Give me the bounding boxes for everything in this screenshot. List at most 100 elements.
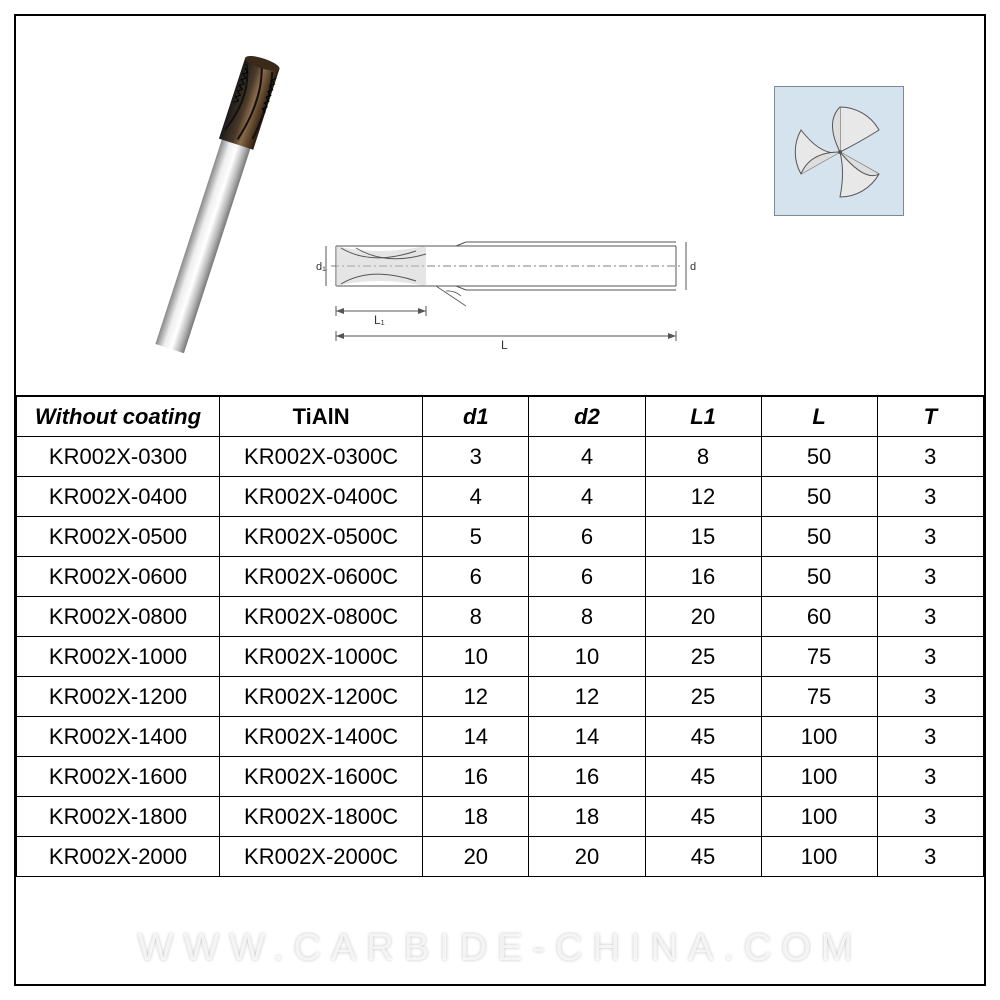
table-cell: KR002X-1000 [17, 637, 220, 677]
table-cell: 4 [529, 437, 645, 477]
table-cell: 4 [529, 477, 645, 517]
table-cell: 20 [529, 837, 645, 877]
table-cell: 50 [761, 557, 877, 597]
table-row: KR002X-1200KR002X-1200C121225753 [17, 677, 984, 717]
col-header: Without coating [17, 397, 220, 437]
table-cell: KR002X-1200 [17, 677, 220, 717]
table-cell: 3 [877, 837, 983, 877]
table-cell: KR002X-0300 [17, 437, 220, 477]
table-row: KR002X-0600KR002X-0600C6616503 [17, 557, 984, 597]
table-cell: 75 [761, 677, 877, 717]
dim-d2: d₂ [690, 261, 696, 273]
col-header: d1 [423, 397, 529, 437]
table-cell: 12 [645, 477, 761, 517]
table-cell: 25 [645, 677, 761, 717]
table-cell: 10 [423, 637, 529, 677]
dim-L1: L₁ [374, 313, 385, 327]
dim-d1: d₁ [316, 261, 326, 273]
table-cell: 3 [877, 517, 983, 557]
table-cell: KR002X-0300C [220, 437, 423, 477]
spec-table: Without coating TiAlN d1 d2 L1 L T KR002… [16, 396, 984, 877]
table-row: KR002X-0800KR002X-0800C8820603 [17, 597, 984, 637]
table-cell: KR002X-0600 [17, 557, 220, 597]
table-cell: 10 [529, 637, 645, 677]
table-cell: 15 [645, 517, 761, 557]
table-cell: KR002X-1600 [17, 757, 220, 797]
table-cell: KR002X-0400C [220, 477, 423, 517]
table-cell: 3 [423, 437, 529, 477]
table-cell: KR002X-1200C [220, 677, 423, 717]
table-cell: 16 [645, 557, 761, 597]
table-cell: 3 [877, 797, 983, 837]
table-cell: 6 [529, 517, 645, 557]
table-cell: 18 [529, 797, 645, 837]
table-row: KR002X-1800KR002X-1800C1818451003 [17, 797, 984, 837]
table-cell: 45 [645, 757, 761, 797]
table-cell: KR002X-2000C [220, 837, 423, 877]
table-cell: 45 [645, 797, 761, 837]
table-cell: 12 [529, 677, 645, 717]
table-cell: 75 [761, 637, 877, 677]
table-cell: 100 [761, 717, 877, 757]
table-cell: 3 [877, 757, 983, 797]
table-cell: KR002X-0600C [220, 557, 423, 597]
table-cell: 14 [529, 717, 645, 757]
diagram-panel: d₁ d₂ L₁ L [16, 16, 984, 396]
table-cell: KR002X-0500 [17, 517, 220, 557]
table-cell: 100 [761, 837, 877, 877]
col-header: d2 [529, 397, 645, 437]
table-cell: 3 [877, 477, 983, 517]
table-cell: 50 [761, 477, 877, 517]
table-cell: 3 [877, 437, 983, 477]
table-cell: 100 [761, 757, 877, 797]
table-cell: 3 [877, 557, 983, 597]
table-cell: 3 [877, 597, 983, 637]
col-header: T [877, 397, 983, 437]
table-cell: KR002X-1400C [220, 717, 423, 757]
table-cell: 20 [423, 837, 529, 877]
table-cell: KR002X-2000 [17, 837, 220, 877]
table-cell: 60 [761, 597, 877, 637]
col-header: L [761, 397, 877, 437]
table-cell: 50 [761, 517, 877, 557]
table-row: KR002X-2000KR002X-2000C2020451003 [17, 837, 984, 877]
table-cell: 8 [645, 437, 761, 477]
table-header-row: Without coating TiAlN d1 d2 L1 L T [17, 397, 984, 437]
table-row: KR002X-1400KR002X-1400C1414451003 [17, 717, 984, 757]
table-cell: 50 [761, 437, 877, 477]
table-cell: 12 [423, 677, 529, 717]
table-cell: 5 [423, 517, 529, 557]
table-cell: 16 [423, 757, 529, 797]
table-cell: 45 [645, 837, 761, 877]
table-cell: 16 [529, 757, 645, 797]
col-header: TiAlN [220, 397, 423, 437]
table-cell: 8 [529, 597, 645, 637]
table-cell: 14 [423, 717, 529, 757]
table-row: KR002X-1000KR002X-1000C101025753 [17, 637, 984, 677]
table-cell: KR002X-1800 [17, 797, 220, 837]
cross-section-box [774, 86, 904, 216]
technical-drawing: d₁ d₂ L₁ L [316, 196, 696, 356]
table-cell: 6 [423, 557, 529, 597]
table-row: KR002X-0500KR002X-0500C5615503 [17, 517, 984, 557]
table-cell: KR002X-0500C [220, 517, 423, 557]
table-cell: 3 [877, 637, 983, 677]
table-cell: 45 [645, 717, 761, 757]
endmill-photo [116, 36, 316, 376]
table-cell: 4 [423, 477, 529, 517]
table-cell: 18 [423, 797, 529, 837]
dim-L: L [501, 338, 508, 352]
table-cell: 100 [761, 797, 877, 837]
table-cell: 6 [529, 557, 645, 597]
table-row: KR002X-1600KR002X-1600C1616451003 [17, 757, 984, 797]
col-header: L1 [645, 397, 761, 437]
table-cell: 20 [645, 597, 761, 637]
table-row: KR002X-0300KR002X-0300C348503 [17, 437, 984, 477]
table-cell: 3 [877, 717, 983, 757]
document-frame: d₁ d₂ L₁ L [14, 14, 986, 986]
table-cell: KR002X-0800 [17, 597, 220, 637]
table-cell: 3 [877, 677, 983, 717]
table-cell: KR002X-1800C [220, 797, 423, 837]
table-cell: 25 [645, 637, 761, 677]
table-cell: KR002X-1400 [17, 717, 220, 757]
